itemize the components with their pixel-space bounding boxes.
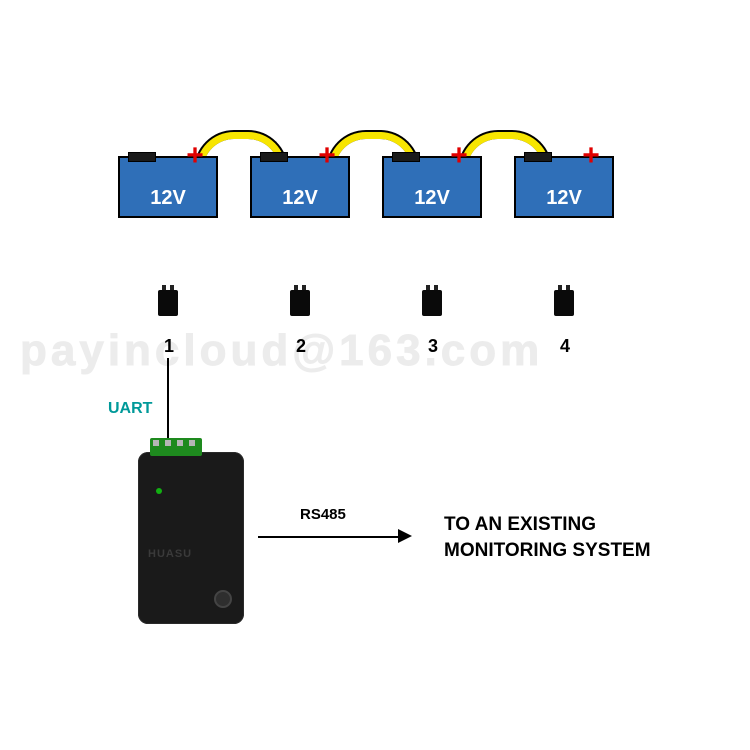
- device-brand-text: HUASU: [148, 548, 192, 560]
- output-text-line1: TO AN EXISTING: [444, 514, 596, 535]
- battery-4-pos-terminal: +: [580, 148, 602, 168]
- battery-1-neg-terminal: [128, 152, 156, 162]
- sensor-2: [290, 290, 310, 316]
- device-mount-hole: [214, 590, 232, 608]
- sensor-3-number: 3: [428, 336, 438, 357]
- battery-3: + 12V: [382, 156, 482, 218]
- battery-1-label: 12V: [120, 187, 216, 210]
- rs485-label: RS485: [300, 506, 346, 523]
- diagram-canvas: payincloud@163.com + 12V + 12V + 12V + 1…: [0, 0, 750, 750]
- battery-1: + 12V: [118, 156, 218, 218]
- sensor-1-number: 1: [164, 336, 174, 357]
- device-terminal-block: [150, 438, 202, 456]
- battery-4: + 12V: [514, 156, 614, 218]
- output-text-line2: MONITORING SYSTEM: [444, 540, 651, 561]
- sensor-4-number: 4: [560, 336, 570, 357]
- battery-1-pos-terminal: +: [184, 148, 206, 168]
- battery-3-label: 12V: [384, 187, 480, 210]
- device-led-icon: [156, 488, 162, 494]
- battery-4-neg-terminal: [524, 152, 552, 162]
- uart-label: UART: [108, 400, 152, 418]
- watermark-text: payincloud@163.com: [20, 326, 543, 376]
- output-text: TO AN EXISTING MONITORING SYSTEM: [444, 512, 651, 563]
- converter-device: HUASU: [138, 452, 244, 624]
- sensor-3: [422, 290, 442, 316]
- output-arrow-head-icon: [398, 529, 412, 543]
- sensor-1: [158, 290, 178, 316]
- battery-2-neg-terminal: [260, 152, 288, 162]
- battery-3-pos-terminal: +: [448, 148, 470, 168]
- battery-2-label: 12V: [252, 187, 348, 210]
- sensor-4: [554, 290, 574, 316]
- battery-3-neg-terminal: [392, 152, 420, 162]
- output-arrow-line: [258, 536, 398, 538]
- sensor-2-number: 2: [296, 336, 306, 357]
- battery-2-pos-terminal: +: [316, 148, 338, 168]
- battery-4-label: 12V: [516, 187, 612, 210]
- battery-2: + 12V: [250, 156, 350, 218]
